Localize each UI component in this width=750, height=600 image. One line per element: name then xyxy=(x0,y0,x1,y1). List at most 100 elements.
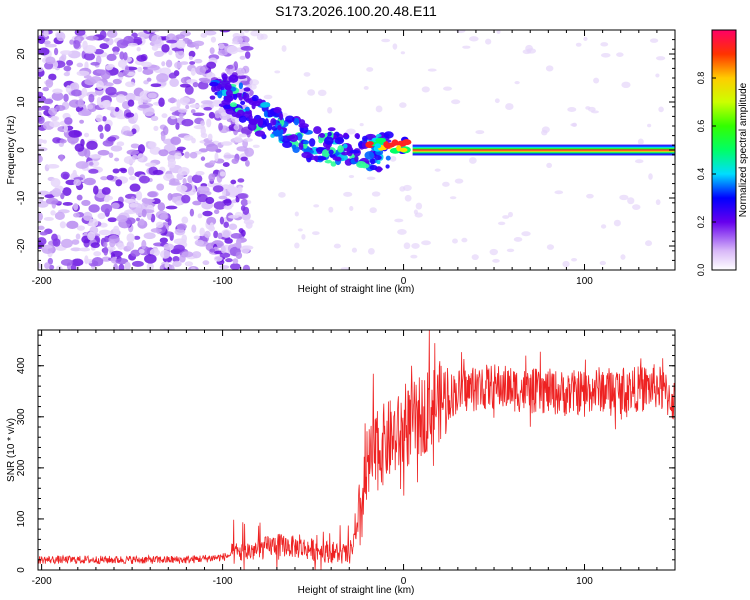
noise-blob xyxy=(213,201,227,210)
faint-blob xyxy=(348,174,355,179)
faint-blob xyxy=(590,110,599,114)
noise-blob xyxy=(99,43,110,50)
noise-blob xyxy=(191,224,197,233)
noise-blob xyxy=(138,104,150,109)
noise-blob xyxy=(97,124,104,132)
noise-blob xyxy=(176,223,187,230)
spectrogram-y-tick-label: 10 xyxy=(16,96,27,108)
noise-blob xyxy=(133,36,142,43)
faint-blob xyxy=(655,73,660,78)
noise-blob xyxy=(124,261,131,270)
faint-blob xyxy=(593,77,600,84)
noise-blob xyxy=(237,178,245,183)
noise-blob xyxy=(41,245,53,249)
snr-y-tick-label: 100 xyxy=(16,510,27,527)
noise-blob xyxy=(98,229,112,236)
snr-series-line xyxy=(38,330,675,570)
noise-blob xyxy=(84,78,97,86)
faint-blob xyxy=(619,194,629,201)
noise-blob xyxy=(185,104,190,110)
noise-blob xyxy=(170,136,182,145)
noise-blob xyxy=(208,173,216,182)
noise-blob xyxy=(143,232,156,240)
faint-blob xyxy=(243,30,250,33)
chirp-blob xyxy=(217,89,223,99)
noise-blob xyxy=(93,251,102,257)
faint-blob xyxy=(434,168,441,172)
faint-blob xyxy=(514,81,520,85)
noise-blob xyxy=(168,264,175,270)
noise-blob xyxy=(107,136,117,142)
noise-blob xyxy=(220,245,226,254)
faint-blob xyxy=(333,243,341,249)
noise-blob xyxy=(217,232,223,240)
colorbar-tick-label: 0.0 xyxy=(696,264,706,277)
noise-blob xyxy=(60,259,74,266)
chirp-blob xyxy=(354,155,359,162)
noise-blob xyxy=(120,168,128,174)
noise-blob xyxy=(236,67,246,76)
noise-blob xyxy=(208,111,215,119)
faint-blob xyxy=(541,129,548,136)
noise-blob xyxy=(189,61,196,65)
noise-blob xyxy=(127,99,135,107)
noise-blob xyxy=(110,250,123,257)
spectrogram-content xyxy=(38,30,675,270)
faint-blob xyxy=(274,70,281,74)
noise-blob xyxy=(195,65,207,75)
chirp-blob xyxy=(327,131,332,137)
noise-blob xyxy=(63,71,70,77)
noise-blob xyxy=(147,191,158,198)
noise-blob xyxy=(38,106,45,111)
noise-blob xyxy=(233,136,243,143)
faint-blob xyxy=(301,233,306,240)
noise-blob xyxy=(181,118,194,127)
faint-blob xyxy=(621,81,631,89)
noise-blob xyxy=(45,56,56,65)
noise-blob xyxy=(77,98,84,108)
chirp-blob xyxy=(342,143,348,149)
chirp-blob xyxy=(370,158,376,165)
faint-blob xyxy=(475,130,485,135)
noise-blob xyxy=(76,194,83,201)
noise-blob xyxy=(44,194,55,199)
noise-blob xyxy=(167,158,176,167)
noise-blob xyxy=(129,203,138,208)
faint-blob xyxy=(613,219,621,227)
noise-blob xyxy=(38,66,44,73)
noise-blob xyxy=(242,264,251,270)
colorbar: 0.0 0.2 0.4 0.6 0.8 Normalized spectral ampl… xyxy=(696,29,749,277)
noise-blob xyxy=(139,218,145,226)
noise-blob xyxy=(73,40,81,49)
noise-blob xyxy=(117,72,125,78)
noise-blob xyxy=(220,112,227,117)
noise-blob xyxy=(167,97,177,104)
faint-blob xyxy=(369,207,377,214)
chirp-blob xyxy=(238,115,247,123)
faint-blob xyxy=(397,228,407,235)
noise-blob xyxy=(101,187,111,195)
noise-blob xyxy=(181,194,191,204)
chirp-blob xyxy=(301,151,312,159)
noise-blob xyxy=(127,166,135,176)
faint-blob xyxy=(571,258,578,262)
noise-blob xyxy=(125,112,135,118)
transition-blob xyxy=(374,143,382,149)
noise-blob xyxy=(191,137,196,144)
noise-blob xyxy=(90,242,100,249)
noise-blob xyxy=(91,256,104,267)
noise-blob xyxy=(48,120,61,128)
noise-blob xyxy=(178,113,184,119)
faint-blob xyxy=(492,258,500,263)
noise-blob xyxy=(92,185,99,195)
noise-blob xyxy=(76,70,90,77)
noise-blob xyxy=(153,50,164,58)
noise-blob xyxy=(190,67,196,76)
faint-blob xyxy=(461,237,468,243)
chirp-blob xyxy=(224,82,232,91)
noise-blob xyxy=(157,202,166,212)
noise-blob xyxy=(103,99,112,108)
noise-blob xyxy=(138,249,145,254)
faint-blob xyxy=(585,106,591,110)
noise-blob xyxy=(158,149,169,157)
